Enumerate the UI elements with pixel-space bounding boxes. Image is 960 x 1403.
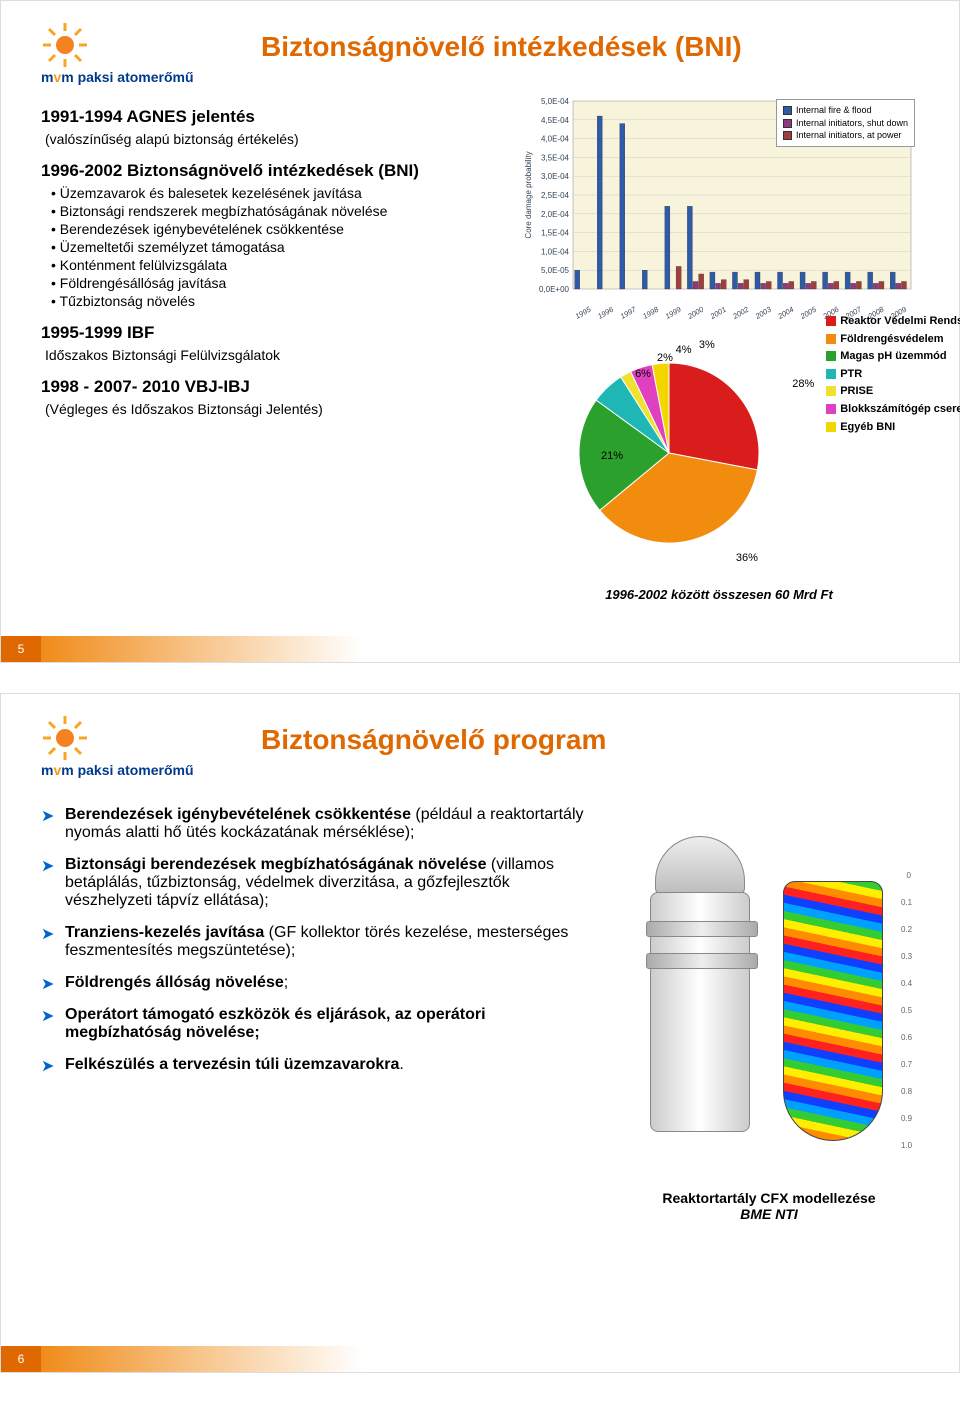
- arrow-item: Földrengés állóság növelése;: [41, 974, 601, 992]
- block1-heading: 1991-1994 AGNES jelentés: [41, 107, 511, 127]
- slide-title: Biztonságnövelő program: [261, 714, 919, 756]
- svg-text:2002: 2002: [730, 304, 751, 321]
- figure-caption-line1: Reaktortartály CFX modellezése: [662, 1190, 875, 1206]
- arrow-item: Felkészülés a tervezésin túli üzemzavaro…: [41, 1056, 601, 1074]
- pie-percent-label: 36%: [736, 552, 758, 564]
- pie-legend-item: Magas pH üzemmód: [826, 348, 960, 366]
- list-item: Biztonsági rendszerek megbízhatóságának …: [51, 203, 511, 219]
- list-item: Tűzbiztonság növelés: [51, 293, 511, 309]
- footer-band: 5: [1, 636, 959, 662]
- logo-text: mvm paksi atomerőmű: [41, 762, 194, 778]
- pie-legend-item: PRISE: [826, 383, 960, 401]
- pie-percent-label: 6%: [635, 368, 651, 380]
- block4-sub: (Végleges és Időszakos Biztonsági Jelent…: [45, 401, 511, 417]
- svg-text:2003: 2003: [753, 304, 774, 321]
- svg-text:4,5E-04: 4,5E-04: [541, 116, 570, 125]
- pie-percent-label: 4%: [676, 344, 692, 356]
- header-row: mvm paksi atomerőmű Biztonságnövelő prog…: [41, 714, 919, 780]
- right-column: 0,0E+00 5,0E-05 1,0E-04 1,5E-04 2,0E-04 2,5E-…: [519, 93, 919, 602]
- figure-caption-line2: BME NTI: [740, 1206, 798, 1222]
- svg-text:1996: 1996: [596, 304, 616, 321]
- logo: mvm paksi atomerőmű: [41, 21, 241, 87]
- block3-sub: Időszakos Biztonsági Felülvizsgálatok: [45, 347, 511, 363]
- slide-number: 5: [1, 636, 41, 662]
- bar-chart: 0,0E+00 5,0E-05 1,0E-04 1,5E-04 2,0E-04 2,5E-…: [519, 93, 919, 323]
- slide-content: Berendezések igénybevételének csökkentés…: [41, 786, 919, 1222]
- pie-legend-item: Egyéb BNI: [826, 419, 960, 437]
- footer-band: 6: [1, 1346, 959, 1372]
- pie-chart: Reaktor Védelmi RendszerFöldrengésvédele…: [559, 333, 879, 583]
- header-row: mvm paksi atomerőmű Biztonságnövelő inté…: [41, 21, 919, 87]
- block2-heading: 1996-2002 Biztonságnövelő intézkedések (…: [41, 161, 511, 181]
- text-column: Berendezések igénybevételének csökkentés…: [41, 806, 601, 1088]
- block1-sub: (valószínűség alapú biztonság értékelés): [45, 131, 511, 147]
- cfx-model-icon: 00.10.20.30.40.50.60.70.80.91.0: [773, 841, 893, 1151]
- logo-text: mvm paksi atomerőmű: [41, 69, 194, 85]
- pie-caption: 1996-2002 között összesen 60 Mrd Ft: [519, 587, 919, 602]
- pie-chart-legend: Reaktor Védelmi RendszerFöldrengésvédele…: [826, 313, 960, 436]
- footer-gradient: [41, 1346, 959, 1372]
- slide-number: 6: [1, 1346, 41, 1372]
- block3-heading: 1995-1999 IBF: [41, 323, 511, 343]
- arrow-item: Tranziens-kezelés javítása (GF kollektor…: [41, 924, 601, 960]
- svg-text:2001: 2001: [708, 305, 728, 322]
- svg-text:1998: 1998: [641, 304, 661, 321]
- svg-text:3,0E-04: 3,0E-04: [541, 172, 570, 181]
- slide-title: Biztonságnövelő intézkedések (BNI): [261, 21, 919, 63]
- svg-text:4,0E-04: 4,0E-04: [541, 135, 570, 144]
- svg-text:2004: 2004: [775, 305, 795, 322]
- cfx-scale: 00.10.20.30.40.50.60.70.80.91.0: [901, 871, 911, 1131]
- pie-chart-svg: [559, 333, 779, 553]
- svg-text:1995: 1995: [574, 304, 594, 321]
- pie-legend-item: PTR: [826, 366, 960, 384]
- svg-text:2000: 2000: [685, 304, 706, 321]
- pie-legend-item: Blokkszámítógép csere: [826, 401, 960, 419]
- reactor-figures: 00.10.20.30.40.50.60.70.80.91.0: [619, 806, 919, 1186]
- list-item: Üzemzavarok és balesetek kezelésének jav…: [51, 185, 511, 201]
- svg-text:2005: 2005: [798, 304, 819, 321]
- list-item: Berendezések igénybevételének csökkentés…: [51, 221, 511, 237]
- list-item: Földrengésállóság javítása: [51, 275, 511, 291]
- pie-legend-item: Földrengésvédelem: [826, 331, 960, 349]
- arrow-list: Berendezések igénybevételének csökkentés…: [41, 806, 601, 1074]
- footer-gradient: [41, 636, 959, 662]
- arrow-item: Berendezések igénybevételének csökkentés…: [41, 806, 601, 842]
- svg-text:1997: 1997: [619, 304, 639, 321]
- pie-percent-label: 21%: [601, 450, 623, 462]
- reactor-vessel-icon: [645, 836, 755, 1156]
- svg-text:Core damage probability: Core damage probability: [524, 151, 533, 238]
- svg-text:0,0E+00: 0,0E+00: [539, 285, 570, 294]
- slide-6: mvm paksi atomerőmű Biztonságnövelő prog…: [0, 693, 960, 1373]
- pie-percent-label: 2%: [657, 352, 673, 364]
- pie-percent-label: 3%: [699, 339, 715, 351]
- pie-percent-label: 28%: [792, 378, 814, 390]
- sun-icon: [41, 21, 89, 69]
- figure-caption: Reaktortartály CFX modellezése BME NTI: [619, 1190, 919, 1222]
- svg-text:1,5E-04: 1,5E-04: [541, 229, 570, 238]
- slide-content: 1991-1994 AGNES jelentés (valószínűség a…: [41, 93, 919, 602]
- list-item: Üzemeltetői személyzet támogatása: [51, 239, 511, 255]
- svg-text:1,0E-04: 1,0E-04: [541, 247, 570, 256]
- svg-text:2,0E-04: 2,0E-04: [541, 210, 570, 219]
- svg-text:1999: 1999: [664, 304, 684, 321]
- block4-heading: 1998 - 2007- 2010 VBJ-IBJ: [41, 377, 511, 397]
- svg-text:2,5E-04: 2,5E-04: [541, 191, 570, 200]
- arrow-item: Biztonsági berendezések megbízhatóságána…: [41, 856, 601, 910]
- list-item: Konténment felülvizsgálata: [51, 257, 511, 273]
- slide-5: mvm paksi atomerőmű Biztonságnövelő inté…: [0, 0, 960, 663]
- svg-text:3,5E-04: 3,5E-04: [541, 153, 570, 162]
- logo: mvm paksi atomerőmű: [41, 714, 241, 780]
- block2-bullets: Üzemzavarok és balesetek kezelésének jav…: [51, 185, 511, 309]
- sun-icon: [41, 714, 89, 762]
- bar-chart-legend: Internal fire & floodInternal initiators…: [776, 99, 915, 147]
- svg-text:5,0E-05: 5,0E-05: [541, 266, 570, 275]
- left-column: 1991-1994 AGNES jelentés (valószínűség a…: [41, 93, 511, 425]
- svg-text:5,0E-04: 5,0E-04: [541, 97, 570, 106]
- arrow-item: Operátort támogató eszközök és eljárások…: [41, 1006, 601, 1042]
- pie-legend-item: Reaktor Védelmi Rendszer: [826, 313, 960, 331]
